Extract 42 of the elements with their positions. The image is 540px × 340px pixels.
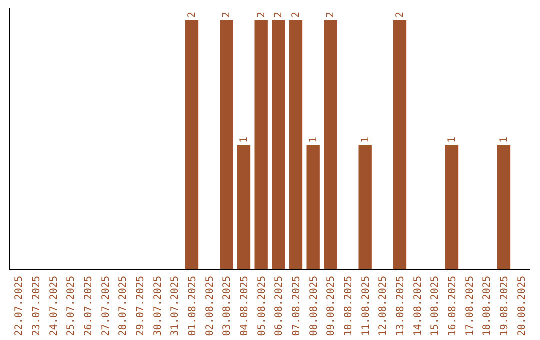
x-tick-label: 16.08.2025 (448, 276, 458, 336)
x-tick-label: 28.07.2025 (118, 276, 130, 336)
x-tick-label: 27.07.2025 (100, 276, 112, 336)
x-tick-label: 20.08.2025 (516, 276, 528, 336)
data-label: 2 (326, 12, 337, 18)
x-tick-label: 01.08.2025 (188, 276, 198, 336)
data-label: 1 (447, 136, 458, 143)
data-label: 1 (308, 136, 320, 143)
x-tick-label: 02.08.2025 (204, 276, 216, 336)
data-label: 2 (291, 12, 302, 18)
x-tick-label: 18.08.2025 (482, 276, 494, 336)
x-tick-label: 10.08.2025 (344, 276, 354, 336)
data-label: 1 (360, 136, 372, 143)
data-label: 1 (239, 136, 250, 143)
x-tick-label: 11.08.2025 (360, 276, 372, 336)
x-tick-label: 30.07.2025 (152, 276, 164, 336)
x-tick-label: 17.08.2025 (464, 276, 476, 336)
x-tick-label: 05.08.2025 (256, 276, 268, 336)
x-tick-label: 24.07.2025 (48, 276, 60, 336)
x-tick-label: 19.08.2025 (500, 276, 510, 336)
data-label: 2 (274, 12, 285, 18)
x-tick-label: 31.07.2025 (170, 276, 182, 336)
x-tick-label: 25.07.2025 (66, 276, 78, 336)
x-tick-label: 12.08.2025 (378, 276, 390, 336)
x-tick-label: 26.07.2025 (84, 276, 94, 336)
data-label: 2 (395, 12, 406, 18)
data-label: 1 (499, 136, 510, 143)
x-tick-label: 03.08.2025 (222, 276, 234, 336)
x-tick-label: 14.08.2025 (412, 276, 424, 336)
x-tick-label: 07.08.2025 (292, 276, 302, 336)
data-label: 2 (187, 12, 198, 18)
x-tick-label: 15.08.2025 (430, 276, 442, 336)
x-tick-label: 09.08.2025 (326, 276, 338, 336)
x-tick-label: 08.08.2025 (308, 276, 320, 336)
x-tick-label: 23.07.2025 (32, 276, 42, 336)
x-tick-label: 22.07.2025 (14, 276, 26, 336)
x-tick-label: 29.07.2025 (136, 276, 146, 336)
data-label: 2 (222, 12, 233, 18)
data-label: 2 (256, 12, 268, 18)
x-tick-label: 04.08.2025 (240, 276, 250, 336)
x-tick-label: 13.08.2025 (396, 276, 406, 336)
x-tick-label: 06.08.2025 (274, 276, 286, 336)
